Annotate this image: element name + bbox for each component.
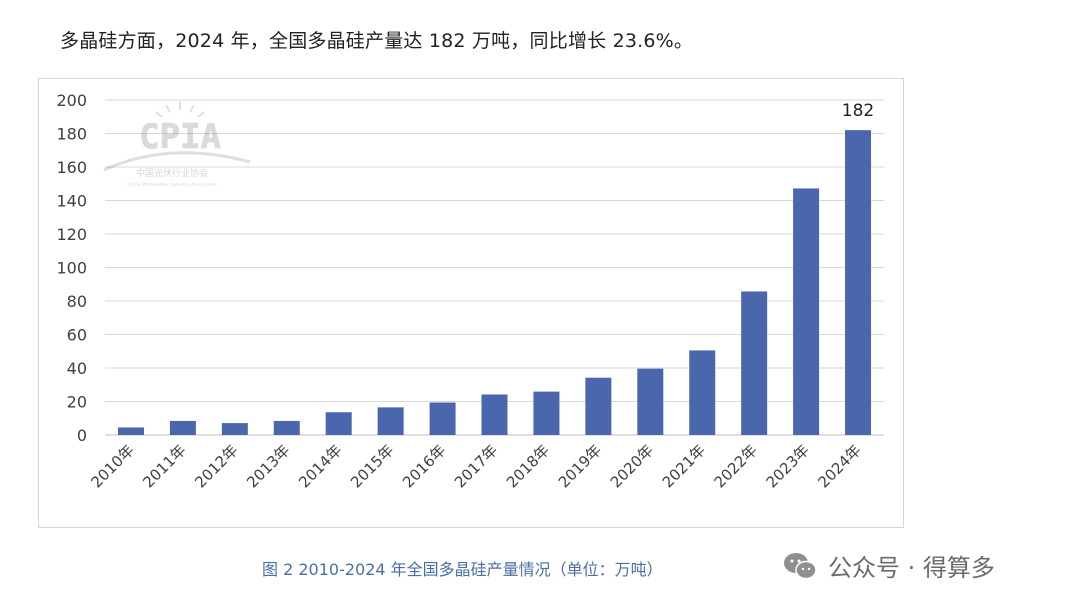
data-label: 182 <box>842 101 874 121</box>
y-tick-label: 40 <box>67 359 87 378</box>
y-tick-label: 100 <box>56 259 87 278</box>
x-tick-label: 2021年 <box>659 441 709 491</box>
watermark: 公众号 · 得算多 <box>782 548 995 583</box>
svg-text:China Photovoltaic Industry As: China Photovoltaic Industry Association <box>127 182 216 188</box>
x-tick-label: 2022年 <box>711 441 761 491</box>
bar <box>377 407 404 435</box>
bar <box>585 377 612 435</box>
x-tick-label: 2011年 <box>139 441 189 491</box>
bar <box>169 420 196 435</box>
x-tick-label: 2024年 <box>815 441 865 491</box>
y-tick-label: 120 <box>56 225 87 244</box>
bar <box>533 391 560 435</box>
bar <box>325 412 352 435</box>
x-tick-label: 2023年 <box>763 441 813 491</box>
x-tick-label: 2014年 <box>295 441 345 491</box>
x-tick-label: 2015年 <box>347 441 397 491</box>
x-tick-label: 2016年 <box>399 441 449 491</box>
y-tick-label: 20 <box>67 393 87 412</box>
y-tick-label: 0 <box>77 426 87 445</box>
figure-caption: 图 2 2010-2024 年全国多晶硅产量情况（单位：万吨） <box>262 560 663 579</box>
bar <box>689 350 716 435</box>
bar <box>273 420 300 435</box>
x-tick-label: 2020年 <box>607 441 657 491</box>
bar <box>117 427 144 435</box>
y-tick-label: 180 <box>56 125 87 144</box>
y-tick-label: 200 <box>56 91 87 110</box>
bar <box>481 394 508 435</box>
bar <box>637 368 664 435</box>
y-tick-label: 140 <box>56 192 87 211</box>
svg-text:中国光伏行业协会: 中国光伏行业协会 <box>136 167 208 179</box>
x-tick-label: 2019年 <box>555 441 605 491</box>
bar <box>793 188 820 435</box>
svg-text:CPIA: CPIA <box>139 117 221 157</box>
bar <box>845 130 872 435</box>
cpia-logo: CPIA 中国光伏行业协会 China Photovoltaic Industr… <box>103 102 251 188</box>
wechat-icon <box>784 552 817 579</box>
x-tick-label: 2012年 <box>191 441 241 491</box>
x-tick-label: 2018年 <box>503 441 553 491</box>
watermark-text: 公众号 · 得算多 <box>828 554 995 582</box>
x-tick-label: 2010年 <box>87 441 137 491</box>
bar <box>741 291 768 435</box>
x-tick-label: 2017年 <box>451 441 501 491</box>
chart-frame: 0 20 40 60 80 100 120 140 160 180 200 2010年 2011年 201… <box>38 78 904 528</box>
y-tick-label: 160 <box>56 158 87 177</box>
intro-text: 多晶硅方面，2024 年，全国多晶硅产量达 182 万吨，同比增长 23.6%。 <box>60 30 694 52</box>
bar <box>221 423 248 435</box>
x-tick-label: 2013年 <box>243 441 293 491</box>
y-tick-label: 60 <box>67 326 87 345</box>
bar <box>429 402 456 435</box>
y-tick-label: 80 <box>67 292 87 311</box>
